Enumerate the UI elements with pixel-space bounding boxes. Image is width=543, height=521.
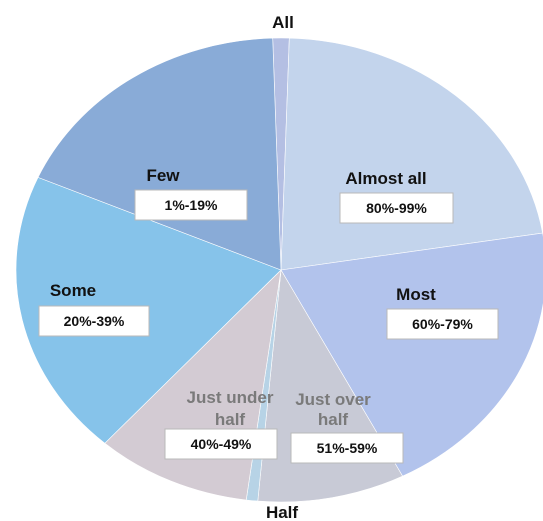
slice-label-just-over-half: Just over half <box>295 390 371 429</box>
range-box-some <box>38 305 150 337</box>
range-label-just-over-half: 51%-59% <box>317 440 378 456</box>
range-box-just-under-half <box>164 428 278 460</box>
range-box-just-over-half <box>290 432 404 464</box>
range-box-almost-all <box>339 192 454 224</box>
pie-labels: All Almost all 80%-99% Most 60%-79% Just over… <box>38 13 499 521</box>
range-label-just-under-half: 40%-49% <box>191 436 252 452</box>
slice-label-all: All <box>272 13 294 32</box>
slice-label-almost-all: Almost all <box>345 169 426 188</box>
pie-slices <box>15 37 543 503</box>
range-label-few: 1%-19% <box>165 197 218 213</box>
range-box-most <box>386 308 499 340</box>
pie-slice-almost-all <box>280 37 543 271</box>
slice-label-half: Half <box>266 503 298 521</box>
range-label-almost-all: 80%-99% <box>366 200 427 216</box>
range-label-most: 60%-79% <box>412 316 473 332</box>
slice-label-some: Some <box>50 281 96 300</box>
range-label-some: 20%-39% <box>64 313 125 329</box>
slice-label-just-under-half: Just under half <box>187 388 274 429</box>
slice-label-few: Few <box>146 166 180 185</box>
range-box-few <box>134 189 248 221</box>
slice-label-most: Most <box>396 285 436 304</box>
pie-slice-most <box>280 232 543 477</box>
